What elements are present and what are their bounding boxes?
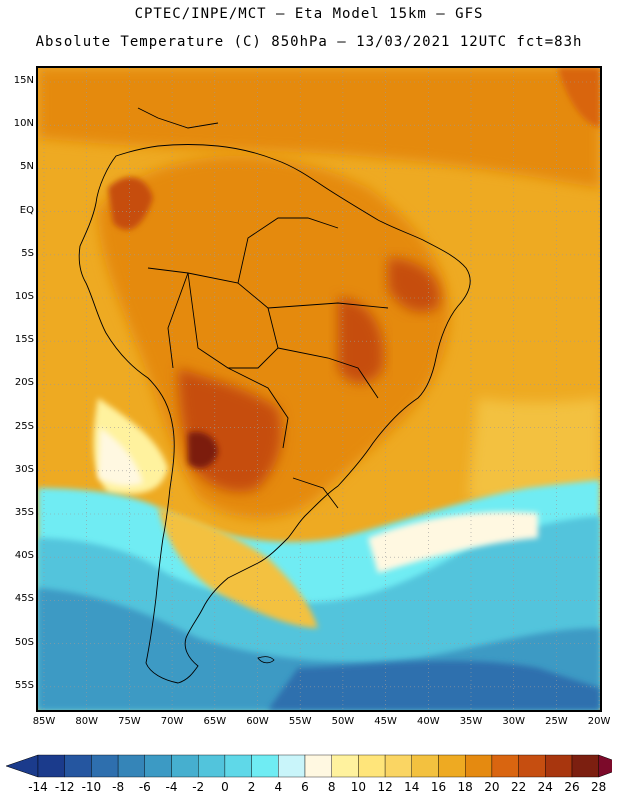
- falklands-islands: [257, 656, 275, 664]
- colorbar-tick-label: 14: [404, 780, 420, 794]
- colorbar-max-arrow: [598, 754, 612, 778]
- longitude-label: 80W: [75, 716, 98, 727]
- longitude-label: 25W: [545, 716, 568, 727]
- colorbar-segment: [331, 754, 359, 778]
- colorbar-tick-label: 0: [221, 780, 229, 794]
- colorbar-segment: [64, 754, 92, 778]
- colorbar-tick-label: 22: [510, 780, 527, 794]
- colorbar-segment: [117, 754, 145, 778]
- colorbar-min-arrow: [6, 754, 39, 778]
- colorbar-tick-label: -2: [192, 780, 205, 794]
- colorbar-tick-label: -10: [81, 780, 102, 794]
- latitude-label: 5N: [20, 161, 34, 173]
- colorbar: [6, 754, 612, 778]
- colorbar-segment: [278, 754, 306, 778]
- longitude-label: 60W: [246, 716, 269, 727]
- map-title-line1: CPTEC/INPE/MCT – Eta Model 15km – GFS: [134, 6, 484, 22]
- longitude-label: 55W: [288, 716, 312, 727]
- colorbar-segment: [545, 754, 573, 778]
- colorbar-tick-label: 2: [247, 780, 256, 794]
- longitude-label: 65W: [203, 716, 227, 727]
- field-patagonia-yellow: [158, 508, 318, 628]
- field-brazil-east-dark: [338, 298, 384, 383]
- longitude-label: 35W: [459, 716, 483, 727]
- longitude-label: 30W: [502, 716, 525, 727]
- latitude-label: 55S: [14, 679, 34, 691]
- colorbar-segment: [571, 754, 599, 778]
- latitude-label: 35S: [14, 507, 34, 518]
- colorbar-segment: [37, 754, 65, 778]
- colorbar-segment: [438, 754, 466, 778]
- field-north-ne-dark: [388, 258, 440, 312]
- latitude-label: 15S: [14, 334, 34, 346]
- latitude-label: 15N: [13, 75, 34, 86]
- temperature-map: [36, 66, 602, 712]
- coastline: [78, 107, 471, 684]
- field-south-deepblue: [268, 660, 600, 710]
- colorbar-segment: [144, 754, 172, 778]
- colorbar-tick-label: 12: [377, 780, 393, 794]
- colorbar-tick-label: 24: [537, 780, 553, 794]
- colorbar-segment: [358, 754, 386, 778]
- longitude-label: 50W: [331, 716, 355, 727]
- colorbar-tick-label: 26: [564, 780, 580, 794]
- field-east-warm: [558, 68, 600, 128]
- gridlines: [38, 68, 600, 710]
- colorbar-segment: [465, 754, 493, 778]
- colorbar-tick-label: 28: [591, 780, 607, 794]
- longitude-label: 85W: [32, 716, 56, 727]
- latitude-label: 10N: [13, 118, 34, 130]
- latitude-label: 20S: [14, 377, 34, 389]
- colorbar-tick-label: -4: [165, 780, 178, 794]
- colorbar-tick-label: -14: [28, 780, 48, 794]
- longitude-label: 40W: [416, 716, 440, 727]
- colorbar-tick-label: -6: [138, 780, 151, 794]
- longitude-label: 75W: [118, 716, 141, 727]
- colorbar-tick-label: 6: [301, 780, 309, 794]
- map-title-line2: Absolute Temperature (C) 850hPa – 13/03/…: [35, 34, 583, 50]
- colorbar-segment: [411, 754, 439, 778]
- colorbar-tick-label: 8: [327, 780, 336, 794]
- colorbar-segment: [224, 754, 252, 778]
- colorbar-segment: [171, 754, 199, 778]
- colorbar-segment: [384, 754, 413, 778]
- colorbar-tick-label: 18: [457, 780, 473, 794]
- latitude-label: EQ: [19, 204, 34, 216]
- colorbar-segment: [304, 754, 332, 778]
- colorbar-segment: [518, 754, 546, 778]
- latitude-label: 10S: [14, 291, 34, 302]
- colorbar-tick-label: 16: [430, 780, 447, 794]
- colorbar-segment: [197, 754, 226, 778]
- field-north-warm: [38, 68, 600, 188]
- colorbar-tick-label: 4: [274, 780, 283, 794]
- field-andes-north: [108, 177, 153, 230]
- field-pacific-cool2: [98, 428, 143, 486]
- colorbar-tick-label: 20: [484, 780, 500, 794]
- colorbar-segment: [491, 754, 519, 778]
- colorbar-tick-label: -8: [112, 780, 125, 794]
- field-atlantic-cream: [368, 511, 538, 573]
- colorbar-tick-label: -12: [54, 780, 75, 794]
- longitude-label: 45W: [374, 716, 397, 727]
- colorbar-tick-label: 10: [350, 780, 367, 794]
- colorbar-segment: [91, 754, 119, 778]
- latitude-label: 5S: [21, 247, 34, 259]
- latitude-label: 30S: [14, 463, 34, 475]
- latitude-label: 40S: [14, 550, 34, 562]
- longitude-label: 70W: [160, 716, 184, 727]
- field-land-darkest: [188, 431, 218, 469]
- latitude-label: 50S: [14, 636, 34, 648]
- longitude-label: 20W: [587, 716, 611, 727]
- colorbar-segment: [251, 754, 279, 778]
- latitude-label: 45S: [14, 593, 34, 605]
- latitude-label: 25S: [14, 420, 34, 432]
